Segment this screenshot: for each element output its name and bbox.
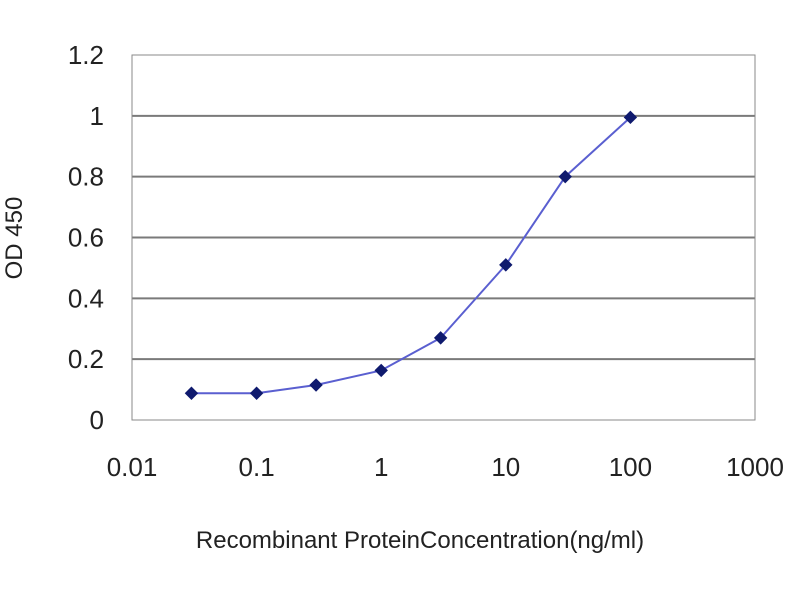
- y-tick-label: 0.2: [68, 344, 104, 374]
- data-point-marker: [249, 386, 264, 400]
- x-axis-title: Recombinant ProteinConcentration(ng/ml): [196, 527, 644, 554]
- y-tick-label: 0.4: [68, 283, 104, 313]
- x-tick-labels: 0.01 0.1 1 10 100 1000: [107, 452, 784, 482]
- series-layer: [184, 110, 638, 400]
- data-point-marker: [623, 110, 638, 125]
- x-tick-label: 10: [491, 452, 520, 482]
- grid-layer: [132, 114, 755, 361]
- x-tick-label: 0.01: [107, 452, 158, 482]
- data-point-marker: [309, 378, 323, 392]
- y-axis-title: OD 450: [1, 197, 28, 280]
- x-tick-label: 100: [609, 452, 652, 482]
- data-point-marker: [374, 363, 388, 378]
- y-tick-label: 1: [90, 101, 104, 131]
- data-point-marker: [558, 169, 572, 184]
- data-point-marker: [184, 386, 199, 400]
- x-tick-label: 1: [374, 452, 388, 482]
- y-tick-label: 1.2: [68, 40, 104, 70]
- x-tick-label: 0.1: [239, 452, 275, 482]
- data-point-marker: [433, 331, 448, 345]
- y-tick-label: 0.8: [68, 162, 104, 192]
- y-tick-labels: 0 0.2 0.4 0.6 0.8 1 1.2: [68, 40, 104, 435]
- y-tick-label: 0.6: [68, 223, 104, 253]
- plot-frame: [131, 54, 756, 421]
- y-tick-label: 0: [90, 405, 104, 435]
- data-point-marker: [499, 258, 513, 272]
- x-tick-label: 1000: [726, 452, 784, 482]
- series-line: [191, 116, 632, 395]
